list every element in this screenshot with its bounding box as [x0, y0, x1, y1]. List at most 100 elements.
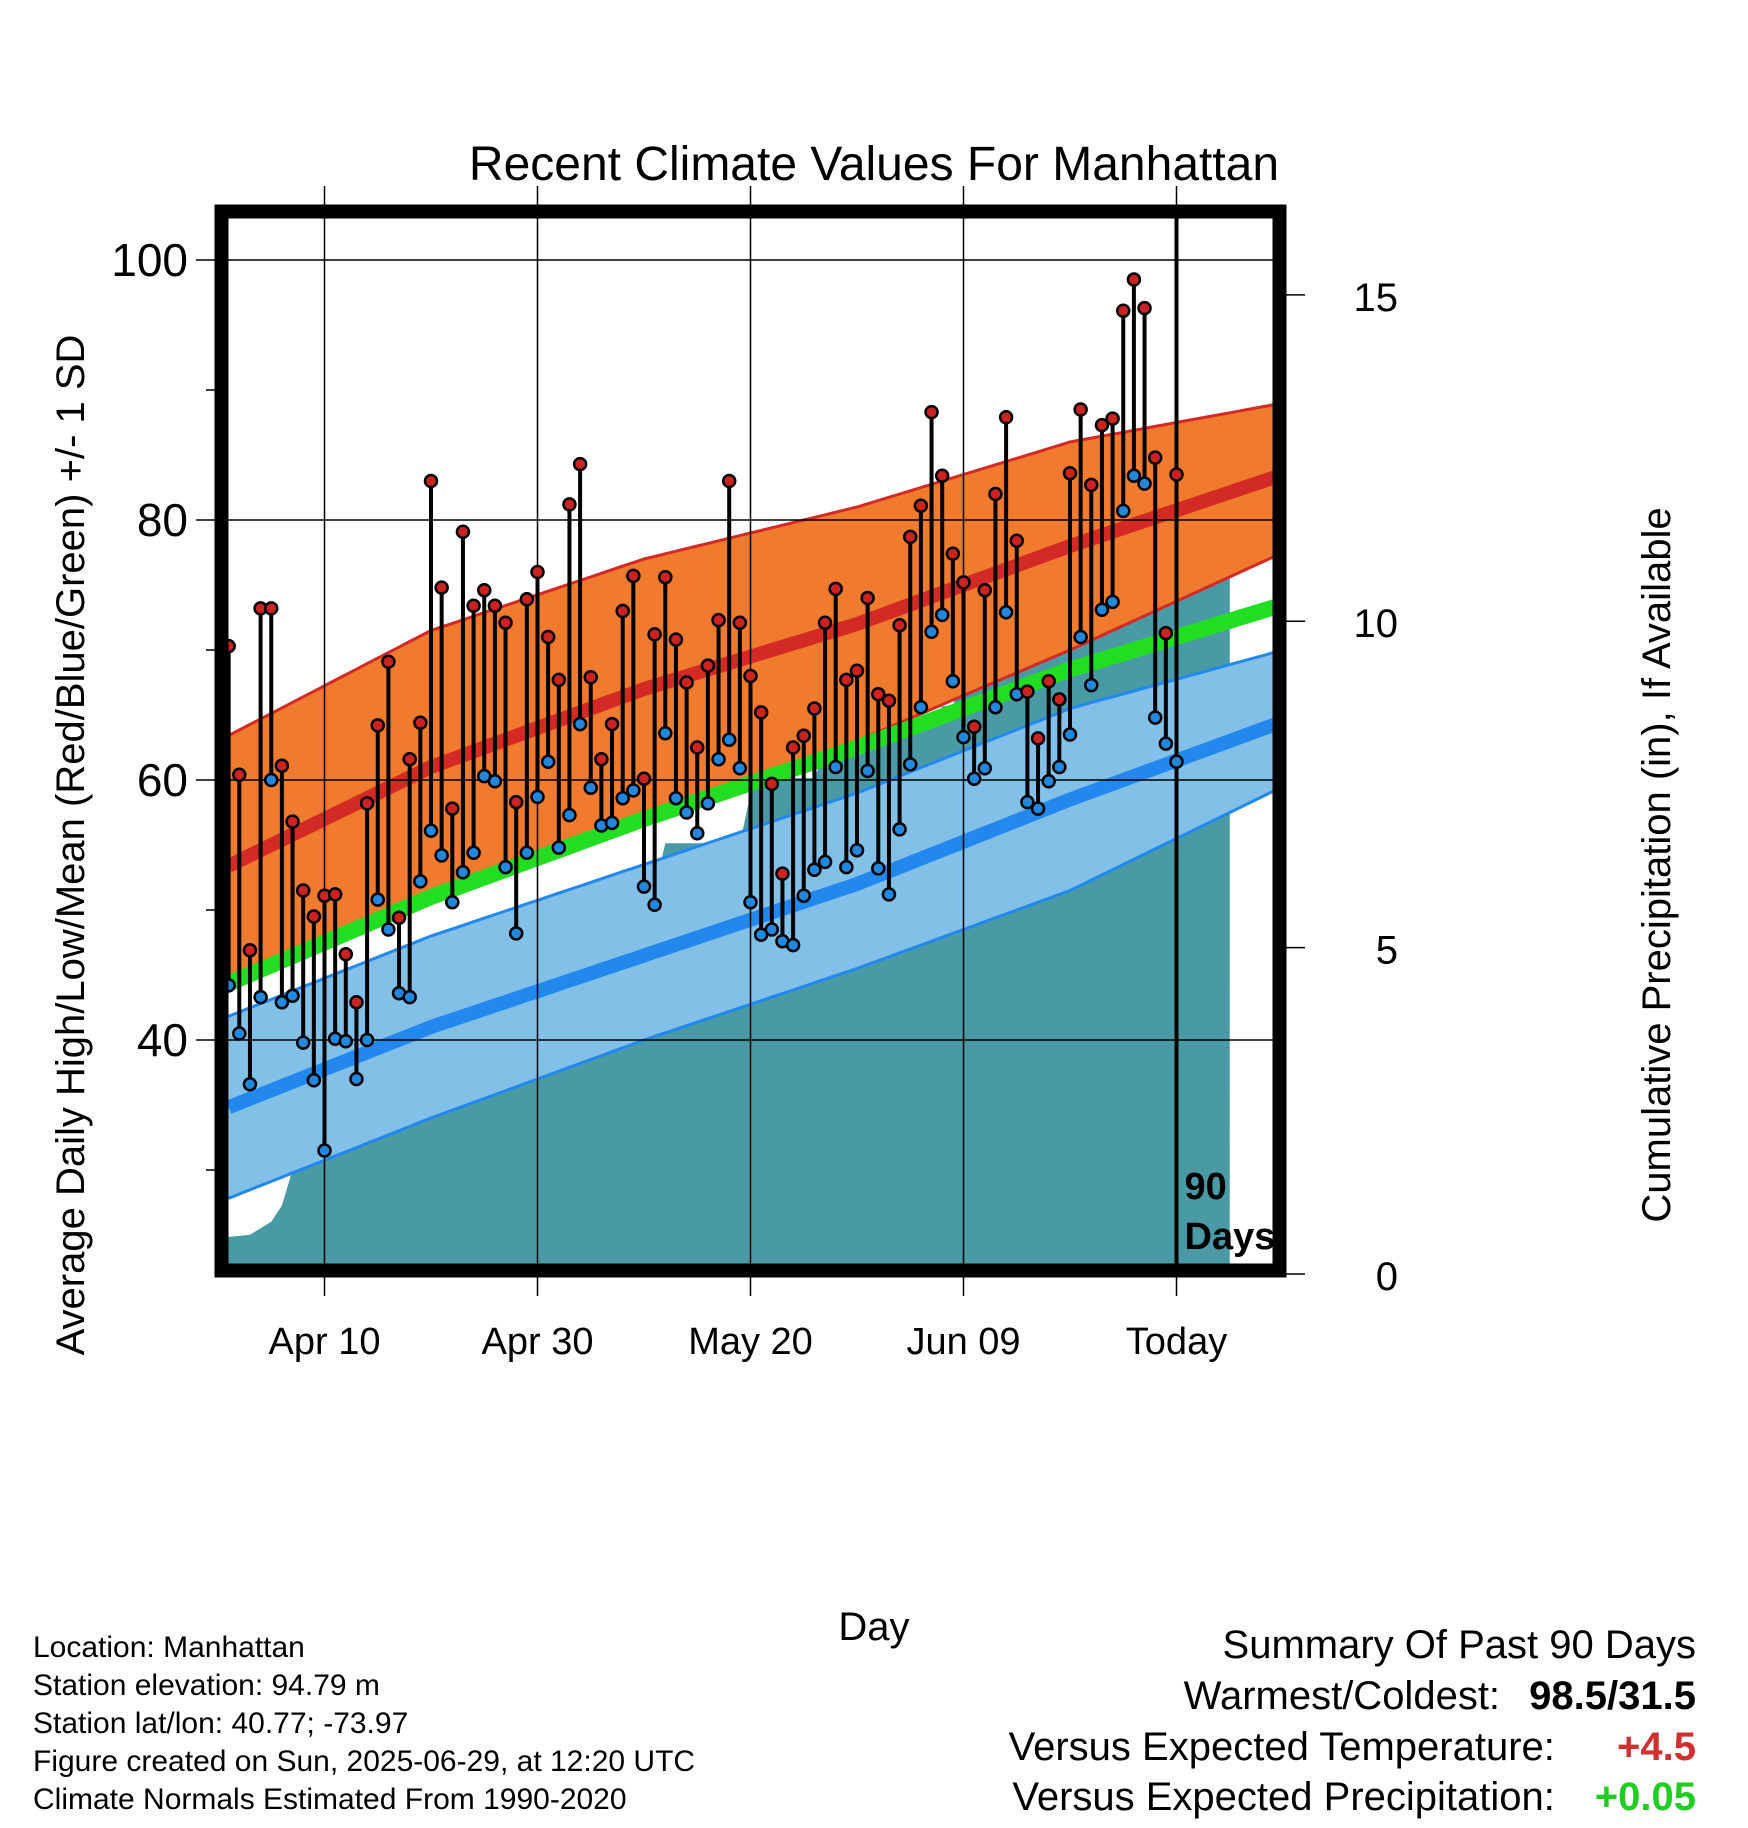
daily-low-point — [743, 894, 758, 910]
y-axis-label: Average Daily High/Low/Mean (Red/Blue/Gr… — [49, 335, 93, 1356]
daily-low-point — [583, 780, 598, 796]
plot-frame — [214, 204, 1287, 1278]
daily-high-point — [1062, 465, 1078, 481]
precip-label: Versus Expected Precipitation: — [1012, 1775, 1555, 1819]
daily-high-point — [913, 498, 929, 513]
daily-high-point — [721, 473, 737, 489]
daily-low-point — [849, 842, 865, 858]
daily-low-point — [370, 892, 385, 907]
daily-high-point — [849, 663, 865, 679]
daily-high-point — [903, 529, 918, 545]
daily-low-point — [455, 865, 471, 880]
daily-low-point — [264, 772, 279, 788]
daily-high-point — [636, 771, 652, 786]
daily-low-point — [1094, 602, 1110, 617]
daily-low-point — [860, 763, 875, 779]
daily-high-point — [274, 758, 290, 773]
chart-title: Recent Climate Values For Manhattan — [469, 138, 1279, 191]
y-tick-label: 60 — [137, 754, 188, 806]
daily-high-point — [658, 569, 673, 585]
normal-low-upper-edge — [228, 650, 1276, 1018]
daily-high-point — [466, 598, 481, 614]
daily-low-point — [839, 859, 854, 875]
y2-tick-label: 15 — [1354, 276, 1399, 320]
y2-tick-label: 10 — [1354, 602, 1399, 646]
daily-high-point — [743, 668, 758, 684]
daily-low-point — [306, 1073, 322, 1088]
normal-low-lower-edge — [228, 788, 1276, 1200]
daily-high-point — [711, 612, 726, 628]
warm-cold-value: 98.5/31.5 — [1529, 1674, 1696, 1718]
daily-low-point — [487, 774, 503, 789]
daily-low-point — [253, 989, 268, 1005]
daily-low-point — [530, 789, 545, 805]
daily-low-point — [721, 732, 737, 747]
daily-low-point — [1137, 476, 1152, 491]
daily-low-point — [466, 845, 481, 861]
daily-high-point — [764, 776, 780, 792]
plot-area: 90 Days Apr 10 Apr 30 May 20 Jun 09 Today 40 60 8… — [111, 186, 1398, 1363]
y2-tick-label: 0 — [1376, 1255, 1398, 1299]
daily-low-point — [1020, 794, 1035, 810]
station-info: Location: Manhattan Station elevation: 9… — [33, 1629, 695, 1819]
daily-high-point — [615, 603, 630, 619]
daily-high-point — [594, 751, 609, 767]
daily-low-point — [956, 729, 971, 745]
daily-high-point — [1084, 477, 1099, 493]
daily-high-point — [828, 581, 843, 597]
daily-high-point — [604, 716, 620, 732]
daily-high-point — [1052, 692, 1067, 707]
daily-high-point — [1126, 272, 1142, 287]
daily-high-point — [839, 672, 854, 688]
daily-low-point — [1073, 629, 1088, 645]
daily-low-point — [242, 1076, 258, 1092]
daily-high-point — [1105, 411, 1120, 426]
daily-high-point — [732, 615, 748, 630]
daily-low-point — [562, 807, 577, 823]
daily-high-point — [647, 627, 662, 642]
daily-low-point — [998, 605, 1014, 620]
daily-low-point — [977, 761, 993, 776]
daily-high-point — [445, 801, 460, 816]
y-tick-label: 80 — [137, 494, 188, 546]
plot-contents: 90 Days — [225, 215, 1276, 1267]
daily-low-point — [945, 673, 961, 689]
daily-high-point — [508, 794, 524, 810]
daily-low-point — [807, 862, 822, 877]
precip-value: +0.05 — [1594, 1775, 1696, 1819]
daily-low-point — [626, 783, 641, 798]
daily-low-point — [871, 861, 886, 876]
daily-low-point — [924, 624, 939, 640]
daily-high-point — [242, 943, 258, 958]
daily-high-point — [679, 675, 694, 690]
daily-high-point — [306, 909, 322, 924]
daily-high-point — [338, 946, 354, 962]
y2-axis-label: Cumulative Precipitation (in), If Availa… — [1635, 507, 1679, 1222]
daily-high-point — [785, 740, 801, 755]
daily-low-point — [434, 848, 449, 863]
daily-high-point — [434, 580, 449, 595]
daily-high-point — [860, 590, 875, 606]
daily-high-point — [668, 632, 684, 647]
location-text: Location: Manhattan — [33, 1631, 305, 1664]
daily-low-point — [413, 874, 428, 889]
daily-high-point — [1116, 303, 1131, 318]
daily-high-point — [530, 564, 545, 580]
daily-high-point — [327, 887, 343, 902]
x-tick-label: May 20 — [688, 1321, 813, 1363]
daily-high-point — [924, 404, 939, 420]
normal-mean-line — [225, 598, 1276, 991]
daily-high-point — [1137, 300, 1152, 316]
daily-high-point — [775, 866, 790, 881]
daily-low-point — [1126, 468, 1142, 484]
daily-low-point — [381, 922, 396, 937]
daily-high-point — [381, 654, 396, 669]
daily-high-point — [966, 719, 982, 734]
y-tick-label: 100 — [111, 234, 188, 286]
daily-low-point — [423, 823, 439, 838]
daily-high-point — [998, 410, 1014, 425]
daily-low-point — [647, 897, 662, 913]
daily-low-point — [1052, 759, 1067, 775]
daily-low-point — [668, 790, 684, 806]
daily-low-point — [498, 859, 513, 875]
